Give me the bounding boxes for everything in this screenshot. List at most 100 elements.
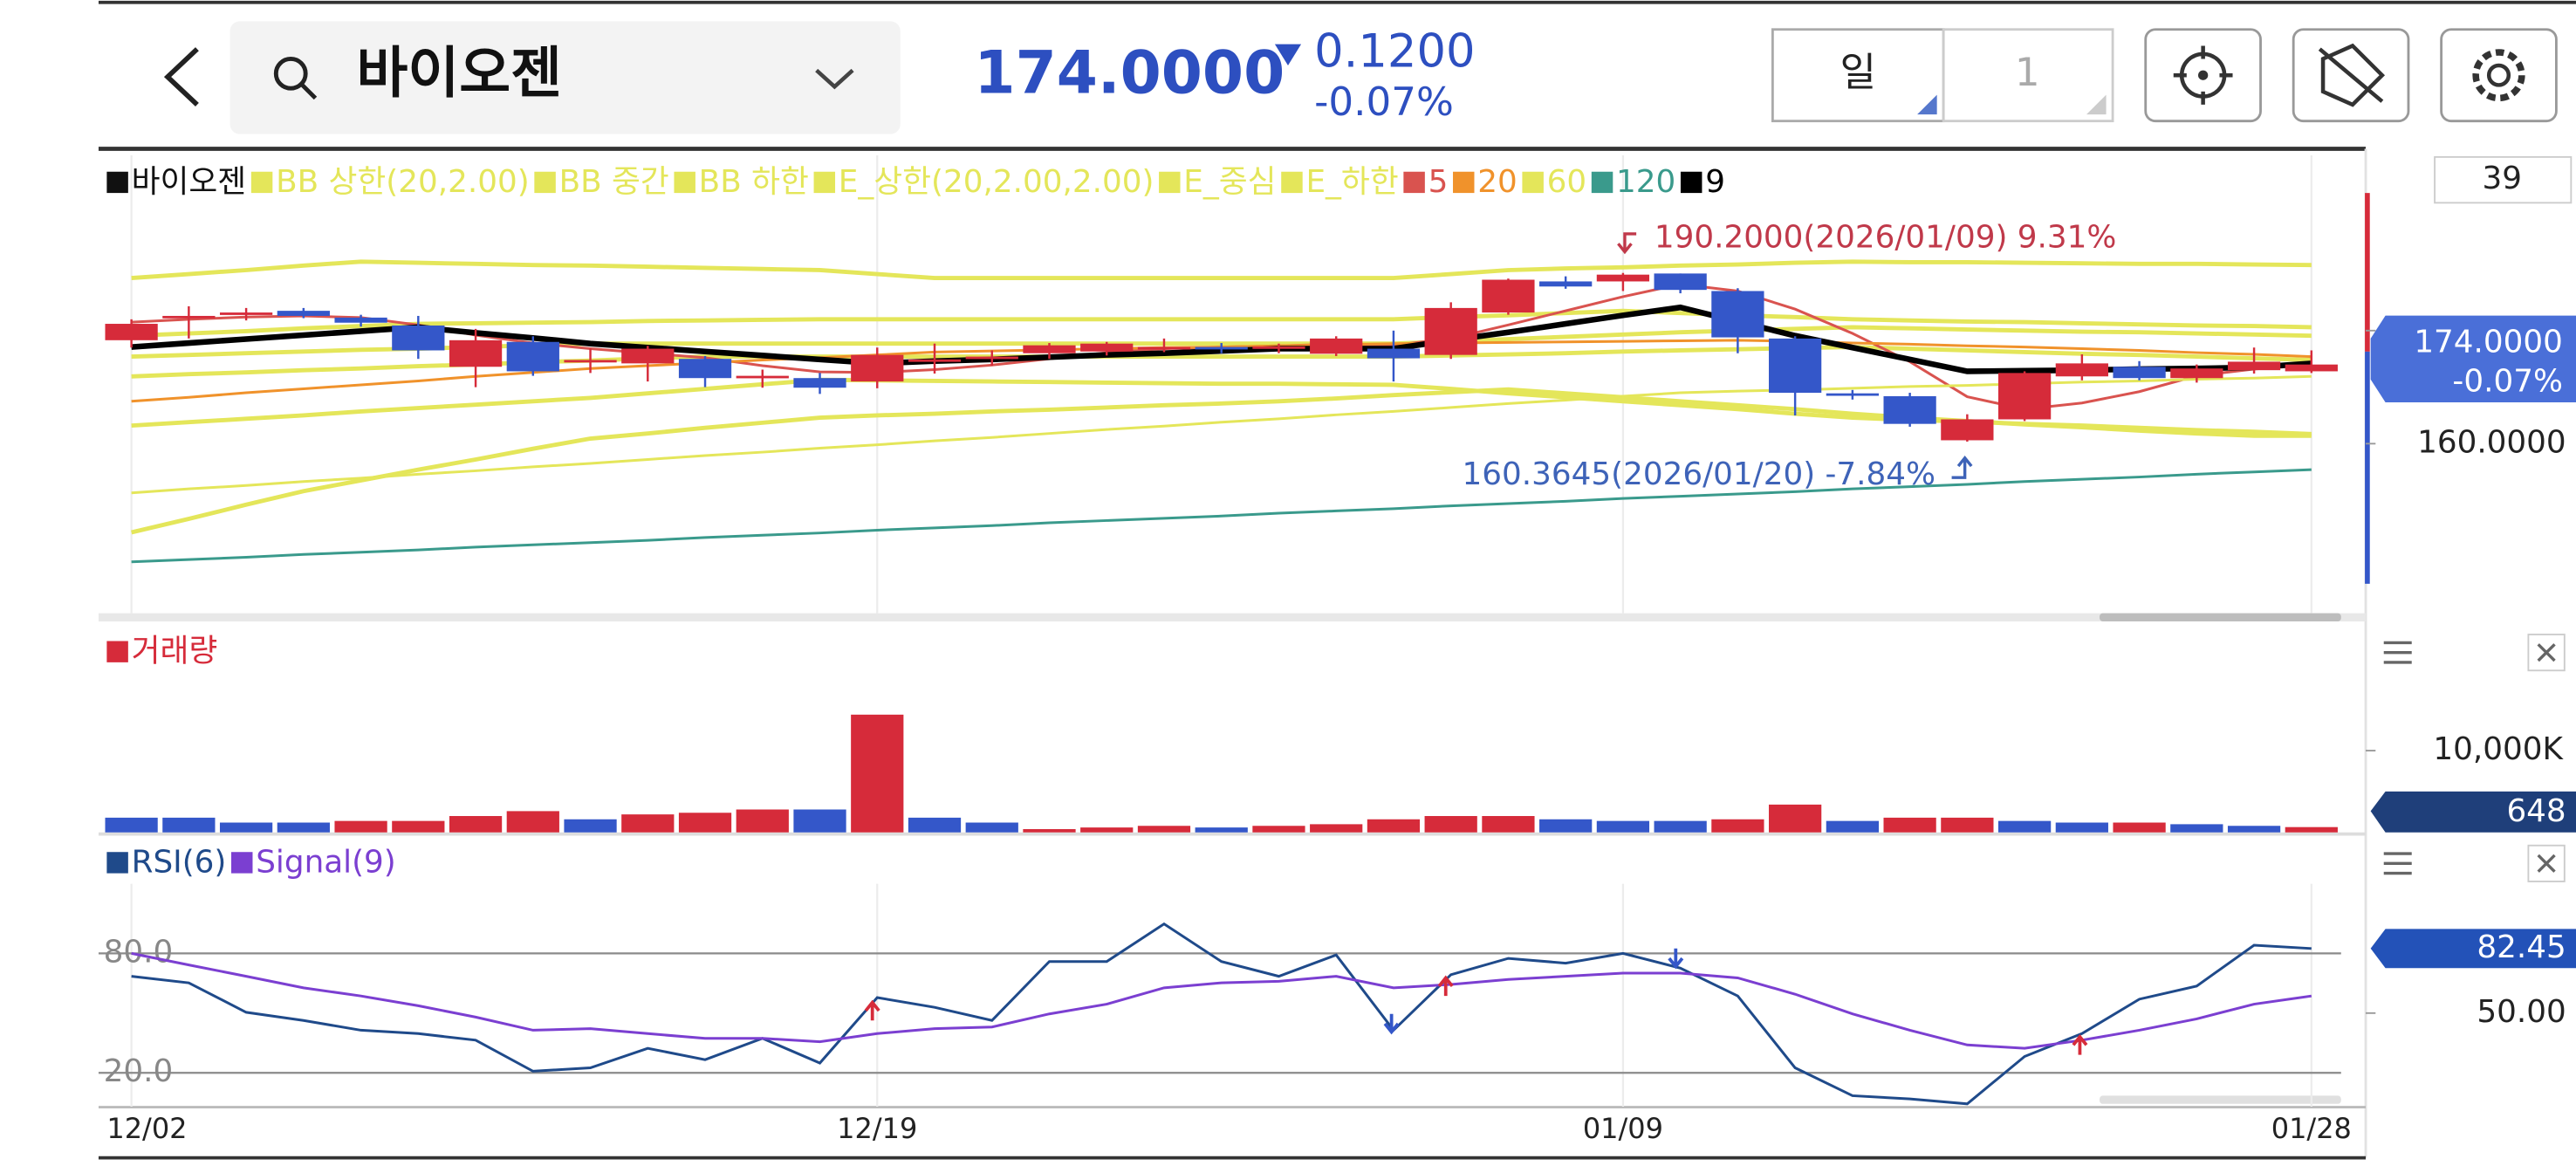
volume-bar bbox=[1941, 817, 1994, 833]
volume-bar bbox=[2170, 824, 2223, 833]
legend-swatch bbox=[106, 641, 128, 662]
legend-label: BB 상한(20,2.00) bbox=[276, 164, 530, 200]
candle-body bbox=[1137, 346, 1191, 350]
x-tick-label: 01/28 bbox=[2271, 1112, 2352, 1145]
count-button[interactable] bbox=[1942, 28, 2114, 123]
volume-tag-value: 648 bbox=[2506, 793, 2566, 829]
volume-bar bbox=[1252, 826, 1305, 833]
price-tag-value: 174.0000 bbox=[2414, 325, 2563, 360]
menu-icon[interactable] bbox=[2383, 641, 2412, 664]
candle-body bbox=[506, 341, 559, 372]
volume-bar bbox=[1711, 819, 1764, 833]
volume-bar bbox=[1424, 816, 1477, 833]
legend-label: E_상한(20,2.00,2.00) bbox=[839, 164, 1154, 200]
chart-layer: 12/0212/1901/0901/28160.0000180.0000바이오젠… bbox=[98, 155, 2576, 1145]
search-icon bbox=[300, 83, 318, 100]
candle-body bbox=[219, 312, 273, 315]
candle-body bbox=[105, 324, 158, 340]
candle-body bbox=[678, 359, 732, 379]
legend-swatch bbox=[1680, 171, 1702, 194]
x-tick-label: 12/02 bbox=[106, 1112, 187, 1145]
settings-icon bbox=[2486, 63, 2511, 87]
legend-label: 5 bbox=[1428, 164, 1449, 200]
crosshair-icon bbox=[2197, 70, 2209, 80]
y-tick-label: 20.0 bbox=[104, 1053, 174, 1089]
volume-bar bbox=[392, 820, 445, 833]
legend-label: E_하한 bbox=[1305, 164, 1398, 200]
volume-bar bbox=[506, 811, 559, 833]
legend-label: 바이오젠 bbox=[132, 164, 247, 200]
period-button[interactable] bbox=[1771, 28, 1945, 123]
candle-body bbox=[1769, 338, 1822, 394]
candle-body bbox=[1252, 346, 1305, 349]
corner-mark bbox=[2086, 94, 2107, 115]
volume-bar bbox=[1482, 816, 1535, 833]
search-icon bbox=[273, 57, 308, 91]
volume-bar bbox=[1137, 826, 1191, 833]
scrollbar[interactable] bbox=[2100, 613, 2341, 622]
buy-signal bbox=[2072, 1033, 2088, 1055]
candle-body bbox=[793, 378, 846, 388]
y-tick-label: 160.0000 bbox=[2417, 424, 2566, 460]
candle-body bbox=[334, 317, 387, 323]
candle-body bbox=[1310, 338, 1363, 354]
price-change: 0.1200 bbox=[1314, 25, 1475, 79]
stock-name: 바이오젠 bbox=[357, 42, 563, 106]
volume-bar bbox=[2227, 826, 2281, 833]
legend-label: BB 하한 bbox=[699, 164, 809, 200]
period-label: 일 bbox=[1840, 49, 1876, 95]
indicator-line bbox=[131, 922, 2312, 1106]
indicator-tag-value: 82.45 bbox=[2477, 929, 2566, 965]
sell-signal bbox=[1668, 948, 1684, 970]
legend-label: 120 bbox=[1616, 164, 1675, 200]
x-tick-label: 01/09 bbox=[1583, 1112, 1663, 1145]
volume-bar bbox=[965, 822, 1018, 833]
legend-swatch bbox=[1159, 171, 1181, 194]
visible-count: 39 bbox=[2483, 161, 2523, 196]
candle-body bbox=[1367, 348, 1421, 359]
candle-body bbox=[2113, 367, 2166, 379]
legend-swatch bbox=[1453, 171, 1475, 194]
buy-signal bbox=[1437, 975, 1454, 997]
legend-swatch bbox=[813, 171, 836, 194]
scrollbar[interactable] bbox=[2100, 1095, 2341, 1104]
settings-icon bbox=[2472, 49, 2525, 102]
candle-body bbox=[392, 325, 445, 351]
overlay-line bbox=[131, 374, 2312, 495]
legend-label: E_중심 bbox=[1183, 164, 1276, 200]
dropdown-icon[interactable] bbox=[815, 68, 854, 90]
volume-bar bbox=[162, 817, 216, 833]
back-button[interactable] bbox=[163, 47, 199, 106]
volume-bar bbox=[1367, 819, 1421, 833]
drawing-icon bbox=[2318, 43, 2386, 107]
legend-swatch bbox=[106, 852, 128, 874]
volume-bar bbox=[1195, 827, 1248, 833]
legend-swatch bbox=[250, 171, 273, 194]
legend-label: Signal(9) bbox=[256, 844, 395, 880]
high-annotation: 190.2000(2026/01/09) 9.31% bbox=[1655, 220, 2117, 256]
candle-body bbox=[564, 360, 617, 363]
legend-swatch bbox=[1591, 171, 1613, 194]
volume-bar bbox=[334, 820, 387, 833]
candle-body bbox=[1023, 345, 1076, 353]
volume-bar bbox=[1080, 827, 1134, 833]
candle-body bbox=[1424, 307, 1477, 355]
low-annotation: 160.3645(2026/01/20) -7.84% bbox=[1463, 456, 1935, 492]
menu-icon[interactable] bbox=[2383, 852, 2412, 875]
y-tick-label: 10,000K bbox=[2433, 731, 2564, 767]
volume-bar bbox=[2055, 822, 2108, 833]
candle-body bbox=[965, 356, 1018, 360]
volume-bar bbox=[564, 819, 617, 833]
candle-body bbox=[908, 359, 962, 362]
candle-body bbox=[1195, 346, 1248, 350]
overlay-line bbox=[131, 259, 2312, 281]
annotation-arrow bbox=[1617, 232, 1637, 255]
legend-label: 거래량 bbox=[132, 634, 218, 669]
candle-body bbox=[449, 340, 503, 367]
candle-body bbox=[1482, 279, 1535, 313]
settings-button[interactable] bbox=[2440, 28, 2558, 123]
legend-swatch bbox=[1403, 171, 1425, 194]
search-box[interactable] bbox=[230, 21, 901, 134]
candle-body bbox=[1941, 419, 1994, 441]
